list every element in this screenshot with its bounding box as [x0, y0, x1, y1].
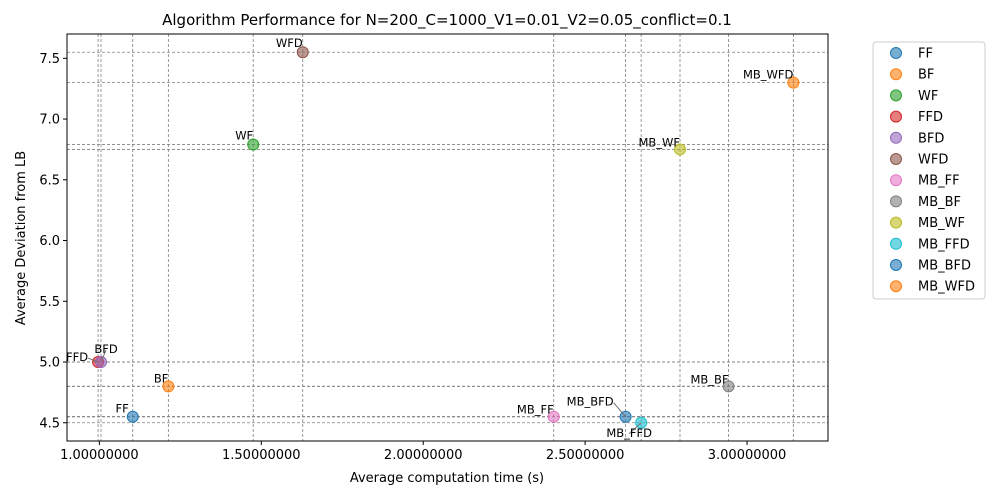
x-tick-label: 1.00000000: [60, 448, 139, 463]
x-tick-label: 1.50000000: [222, 448, 301, 463]
y-tick-label: 5.5: [39, 295, 60, 310]
legend-marker: [890, 47, 902, 59]
annotation-arrow: [628, 422, 642, 435]
point-annotations: FF BF WF FFD BFD WFD MB_FF MB_BF MB_WF MB_FFD MB_B…: [66, 36, 793, 440]
legend-entry-wf: WF: [918, 89, 938, 104]
annotation-mb-ffd: MB_FFD: [606, 426, 652, 440]
y-tick-label: 6.5: [39, 173, 60, 188]
y-tick-label: 6.0: [39, 234, 60, 249]
data-points: [92, 46, 800, 429]
legend-entry-mb-wf: MB_WF: [918, 216, 965, 231]
y-axis-label: Average Deviation from LB: [14, 151, 29, 325]
legend-marker: [890, 237, 902, 250]
legend-marker: [890, 174, 902, 187]
annotation-wfd: WFD: [276, 36, 303, 50]
grid-lines: [67, 34, 828, 441]
x-tick-label: 2.00000000: [384, 448, 463, 463]
point-mb-ff: [547, 410, 560, 423]
legend-entry-ffd: FFD: [918, 110, 943, 125]
annotation-mb-wf: MB_WF: [638, 135, 680, 149]
annotation-wf: WF: [235, 129, 253, 143]
annotation-arrow: [613, 402, 626, 418]
legend-entry-bf: BF: [918, 68, 934, 83]
legend-marker: [890, 110, 902, 123]
legend-marker: [890, 153, 902, 165]
point-mb-wf: [674, 143, 687, 156]
y-axis-ticks: 4.5 5.0 5.5 6.0 6.5 7.0 7.5: [39, 52, 67, 431]
legend-entry-mb-ffd: MB_FFD: [918, 237, 970, 252]
legend-entry-ff: FF: [918, 47, 933, 62]
legend-marker: [890, 280, 902, 293]
legend-entry-mb-bf: MB_BF: [918, 195, 961, 210]
annotation-ffd: FFD: [66, 350, 88, 364]
legend-entry-wfd: WFD: [918, 153, 948, 168]
x-tick-label: 3.00000000: [708, 448, 787, 463]
legend-marker: [890, 216, 902, 229]
legend: FF BF WF FFD BFD WFD MB_FF MB_BF MB_WF MB_FFD MB_B…: [872, 41, 986, 300]
point-wfd: [296, 46, 309, 59]
x-axis-label: Average computation time (s): [350, 471, 544, 486]
legend-marker: [890, 68, 902, 81]
point-bf: [162, 380, 175, 393]
annotation-bfd: BFD: [94, 342, 118, 356]
legend-marker: [890, 89, 902, 102]
annotation-arrow: [100, 349, 107, 363]
point-mb-wfd: [787, 76, 800, 89]
y-tick-label: 5.0: [39, 356, 60, 371]
point-ff: [126, 410, 139, 423]
legend-marker: [890, 195, 902, 208]
plot-frame: [66, 33, 829, 442]
annotation-mb-bf: MB_BF: [691, 372, 729, 386]
legend-marker: [890, 131, 902, 144]
legend-entry-mb-ff: MB_FF: [918, 174, 960, 189]
y-tick-label: 4.5: [39, 416, 60, 431]
x-tick-label: 2.50000000: [546, 448, 625, 463]
legend-marker: [890, 259, 902, 271]
annotation-mb-ff: MB_FF: [517, 403, 554, 417]
point-mb-bf: [722, 380, 735, 393]
chart-title: Algorithm Performance for N=200_C=1000_V…: [162, 11, 732, 30]
x-axis-ticks: 1.00000000 1.50000000 2.00000000 2.50000000…: [60, 441, 786, 463]
annotation-ff: FF: [116, 402, 129, 416]
legend-entry-mb-wfd: MB_WFD: [918, 280, 975, 295]
annotation-mb-bfd: MB_BFD: [567, 395, 614, 409]
y-tick-label: 7.5: [39, 52, 60, 67]
point-wf: [247, 138, 260, 151]
legend-entry-bfd: BFD: [918, 131, 944, 146]
annotation-bf: BF: [154, 371, 169, 385]
legend-frame: [872, 41, 986, 300]
y-tick-label: 7.0: [39, 113, 60, 128]
legend-entry-mb-bfd: MB_BFD: [918, 259, 971, 274]
annotation-arrow: [87, 357, 99, 363]
annotation-mb-wfd: MB_WFD: [743, 68, 794, 82]
